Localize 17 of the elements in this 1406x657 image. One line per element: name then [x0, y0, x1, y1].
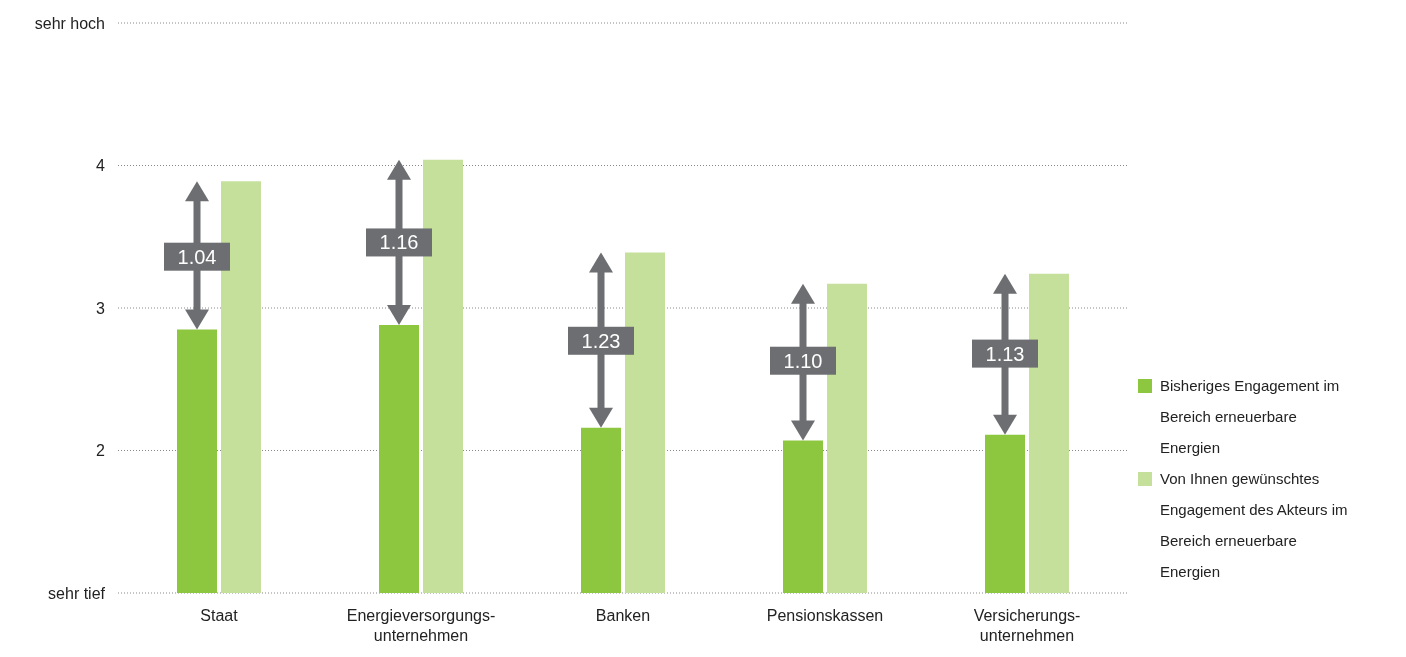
annotation: 1.10: [783, 349, 823, 372]
y-tick-label: sehr hoch: [34, 14, 105, 32]
x-tick-label: Staat: [200, 607, 239, 624]
y-tick-label: 2: [96, 442, 106, 460]
x-tick-label: Versicherungs-unternehmen: [973, 607, 1081, 644]
y-tick-label: sehr tief: [48, 584, 106, 602]
x-tick-label: Banken: [595, 607, 651, 624]
legend-label: Von Ihnen gewünschtes Engagement des Akteurs im Bereich erneuerbare Energien: [1160, 468, 1349, 582]
legend-label: Bisheriges Engagement im Bereich erneuerbare Energien: [1160, 375, 1341, 458]
x-tick-label: Pensionskassen: [766, 607, 884, 624]
annotation: 1.13: [985, 342, 1025, 365]
annotation: 1.16: [379, 231, 419, 254]
y-tick-label: 4: [96, 157, 106, 175]
annotation: 1.04: [177, 245, 217, 268]
annotation: 1.23: [581, 329, 621, 352]
x-tick-label: Energieversorgungs-unternehmen: [346, 607, 496, 644]
y-tick-label: 3: [96, 299, 106, 317]
